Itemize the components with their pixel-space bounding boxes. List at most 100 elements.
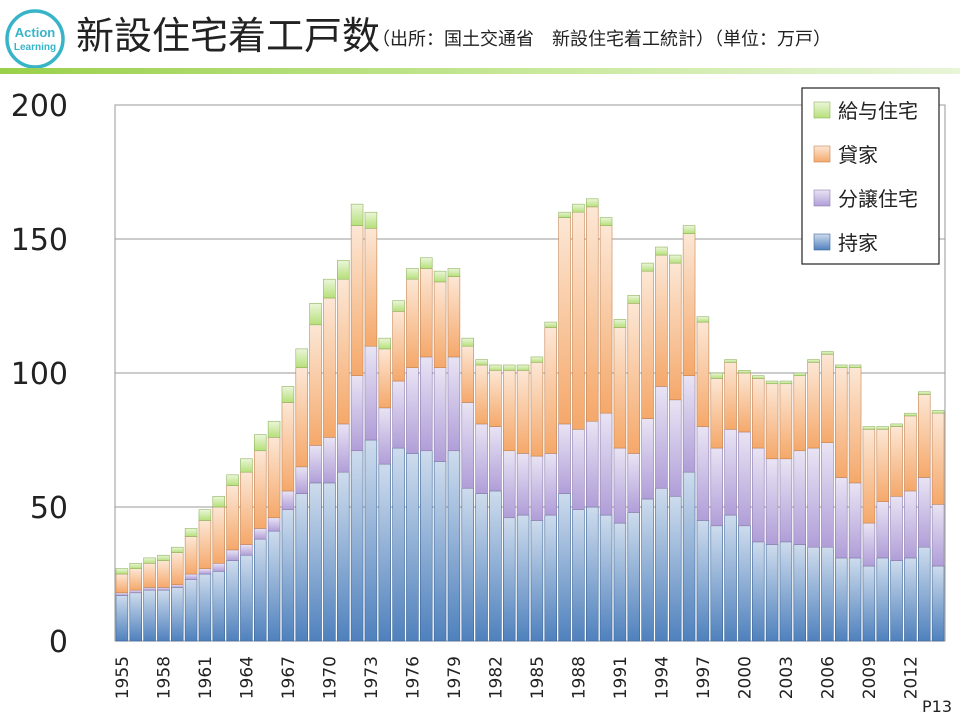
bar-condo-1989 (586, 420, 599, 508)
bar-owner-1989 (586, 506, 599, 642)
bar-owner-1968 (295, 493, 308, 642)
bar-owner-1969 (309, 482, 322, 642)
bar-owner-2009 (862, 565, 876, 642)
bar-rental-1976 (406, 278, 419, 368)
bar-issued-1978 (433, 270, 447, 283)
legend-label-owner: 持家 (838, 231, 878, 255)
bar-issued-2000 (738, 370, 751, 374)
logo-line-1: Action (15, 25, 56, 40)
x-tick-label: 1994 (652, 656, 672, 699)
bar-condo-2005 (807, 447, 820, 548)
bar-owner-1983 (503, 517, 516, 642)
bar-condo-1972 (350, 375, 364, 452)
bar-condo-1976 (406, 367, 419, 454)
x-tick-labels: 1955 1958 1961 1964 1967 1970 1973 1976 1979 1982… (113, 656, 922, 699)
x-tick-label: 2009 (860, 656, 880, 699)
bar-issued-1958 (157, 554, 170, 561)
bar-issued-2012 (904, 412, 917, 417)
bar-owner-1987 (558, 493, 571, 642)
bar-issued-1962 (212, 495, 225, 508)
bar-owner-2011 (890, 560, 903, 642)
bar-issued-1976 (406, 268, 419, 280)
bar-condo-1996 (682, 375, 696, 473)
bar-issued-2014 (931, 410, 945, 414)
bar-issued-2005 (807, 359, 820, 363)
bar-rental-1987 (558, 217, 571, 425)
bar-condo-1977 (420, 356, 433, 452)
bar-issued-1990 (599, 217, 613, 226)
bar-rental-1958 (157, 560, 170, 588)
bar-rental-1986 (544, 327, 557, 454)
legend-swatch-rental (813, 145, 831, 163)
bar-issued-1983 (503, 364, 516, 371)
legend-label-issued: 給与住宅 (838, 99, 918, 123)
bar-condo-1999 (724, 428, 737, 516)
bar-owner-1958 (157, 589, 170, 642)
bar-issued-1986 (544, 321, 557, 328)
bar-issued-2011 (890, 423, 903, 427)
bar-issued-1959 (171, 546, 184, 553)
x-tick-label: 2012 (901, 656, 921, 699)
bar-rental-1997 (696, 321, 710, 427)
bar-owner-1988 (572, 509, 585, 642)
bar-rental-1977 (420, 268, 433, 358)
bar-rental-1978 (433, 281, 447, 368)
bar-rental-1963 (226, 485, 239, 551)
bar-condo-2009 (862, 522, 876, 567)
bar-condo-1967 (281, 490, 295, 510)
bar-condo-1993 (641, 418, 654, 500)
bar-condo-1990 (599, 412, 613, 516)
bar-rental-1960 (184, 536, 198, 575)
bar-owner-1981 (475, 493, 488, 642)
bar-rental-2000 (738, 372, 751, 433)
bar-owner-1963 (226, 560, 239, 642)
bar-owner-1999 (724, 514, 737, 642)
stacked-bar-chart: 0 50 100 150 200 1955 1958 1961 1964 1967 1970 197… (11, 87, 946, 699)
bar-owner-1962 (212, 571, 225, 642)
bar-rental-1955 (115, 573, 129, 594)
bar-owner-2006 (821, 546, 834, 642)
bar-owner-1959 (171, 587, 184, 642)
bar-issued-1967 (281, 386, 295, 403)
bar-rental-1975 (392, 311, 405, 382)
bar-condo-1988 (572, 428, 585, 510)
bar-issued-2007 (835, 364, 848, 368)
bar-condo-1979 (447, 356, 461, 452)
bar-rental-2010 (876, 428, 889, 502)
bar-rental-2013 (918, 394, 931, 478)
bar-condo-1963 (226, 549, 239, 561)
bar-owner-1991 (613, 522, 627, 642)
bar-condo-1966 (267, 517, 281, 532)
bar-owner-1990 (599, 514, 613, 642)
bar-rental-1980 (461, 345, 474, 403)
bar-owner-1992 (627, 512, 640, 642)
bar-condo-1970 (323, 437, 336, 484)
y-tick-label: 200 (11, 89, 68, 124)
bar-condo-2001 (752, 447, 765, 543)
bar-owner-2005 (807, 546, 820, 642)
bar-owner-1996 (682, 471, 696, 642)
legend-label-rental: 貸家 (838, 143, 878, 167)
bar-rental-1990 (599, 225, 613, 414)
x-tick-label: 1970 (320, 656, 340, 699)
bar-condo-1986 (544, 453, 557, 516)
bar-condo-2002 (765, 458, 779, 545)
bar-condo-1959 (171, 584, 184, 588)
bar-rental-1983 (503, 370, 516, 452)
bar-issued-1963 (226, 474, 239, 486)
bar-issued-1960 (184, 528, 198, 537)
bar-condo-1998 (710, 447, 723, 527)
title-divider (0, 68, 960, 74)
bar-issued-2002 (765, 380, 779, 385)
bar-rental-1959 (171, 552, 184, 586)
page-title: 新設住宅着工戸数 (76, 14, 381, 58)
bar-issued-1989 (586, 198, 599, 208)
bar-rental-2008 (848, 367, 862, 484)
bar-rental-1971 (337, 278, 350, 425)
bar-owner-1961 (198, 573, 212, 642)
x-tick-label: 1997 (694, 656, 714, 699)
bar-owner-1980 (461, 487, 474, 642)
bar-rental-1991 (613, 327, 627, 449)
bar-issued-1961 (198, 509, 212, 521)
